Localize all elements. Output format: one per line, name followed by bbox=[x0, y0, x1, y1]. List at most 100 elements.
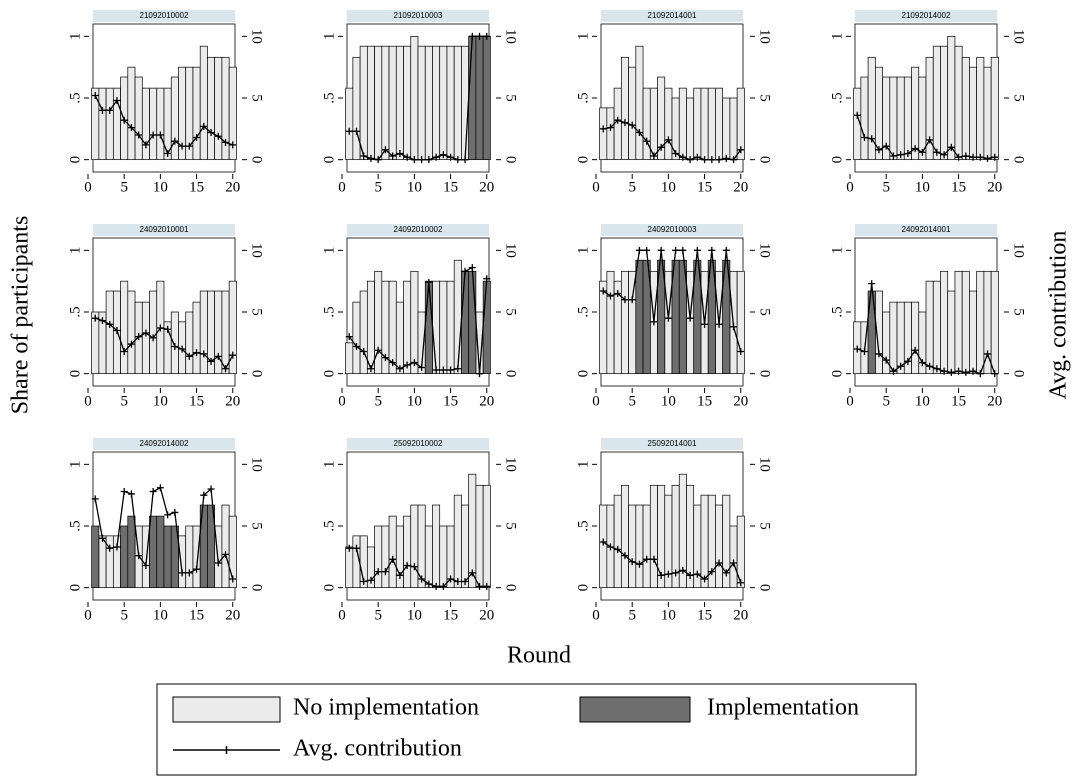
contribution-marker bbox=[868, 280, 876, 288]
contribution-marker bbox=[657, 246, 665, 254]
bar bbox=[860, 76, 869, 161]
contribution-marker bbox=[947, 143, 955, 151]
panel-strip bbox=[93, 10, 235, 22]
contribution-marker bbox=[149, 334, 157, 342]
contribution-marker bbox=[214, 132, 222, 140]
contribution-marker bbox=[200, 122, 208, 130]
legend-label: No implementation bbox=[293, 695, 479, 721]
bar bbox=[664, 87, 673, 161]
bar bbox=[105, 535, 114, 589]
contribution-marker bbox=[621, 296, 629, 304]
bar bbox=[700, 494, 709, 589]
bar bbox=[381, 525, 390, 589]
y-tick-label: 0 bbox=[67, 156, 83, 164]
bar bbox=[352, 301, 361, 375]
bar bbox=[345, 546, 354, 589]
contribution-marker bbox=[599, 287, 607, 295]
contribution-marker bbox=[650, 318, 658, 326]
bar bbox=[606, 107, 615, 161]
bar bbox=[635, 259, 644, 375]
bar bbox=[642, 87, 651, 161]
y-tick-label: 1 bbox=[67, 461, 83, 469]
contribution-marker bbox=[345, 127, 353, 135]
bar bbox=[185, 311, 194, 375]
contribution-marker bbox=[149, 487, 157, 495]
panel-strip bbox=[855, 10, 997, 22]
x-tick-label: 5 bbox=[374, 393, 382, 409]
y-tick-label: .5 bbox=[321, 306, 337, 317]
y-tick-label: 1 bbox=[321, 461, 337, 469]
x-tick-label: 5 bbox=[628, 179, 636, 195]
contribution-marker bbox=[432, 153, 440, 161]
bar bbox=[606, 270, 615, 375]
y-tick-label: 0 bbox=[829, 156, 845, 164]
y2-tick-label: 5 bbox=[1011, 308, 1027, 316]
contribution-marker bbox=[911, 346, 919, 354]
contribution-marker bbox=[200, 350, 208, 358]
bar bbox=[141, 87, 150, 161]
bar bbox=[410, 270, 419, 375]
panel-title: 24092014001 bbox=[902, 225, 951, 234]
contribution-marker bbox=[135, 131, 143, 139]
bar bbox=[599, 280, 608, 375]
bar bbox=[170, 76, 179, 161]
bar bbox=[635, 504, 644, 589]
contribution-marker bbox=[976, 153, 984, 161]
contribution-marker bbox=[352, 544, 360, 552]
contribution-marker bbox=[156, 131, 164, 139]
contribution-marker bbox=[214, 559, 222, 567]
bar bbox=[453, 259, 462, 375]
contribution-marker bbox=[904, 150, 912, 157]
x-tick-label: 15 bbox=[189, 607, 204, 623]
bar bbox=[207, 56, 216, 161]
contribution-marker bbox=[193, 133, 201, 141]
contribution-marker bbox=[715, 559, 723, 567]
bar bbox=[628, 504, 637, 589]
contribution-marker bbox=[381, 146, 389, 154]
contribution-marker bbox=[222, 365, 230, 373]
contribution-marker bbox=[918, 148, 926, 156]
bar bbox=[424, 280, 433, 375]
bar bbox=[446, 45, 455, 161]
x-tick-label: 10 bbox=[661, 607, 676, 623]
contribution-marker bbox=[410, 359, 418, 367]
contribution-marker bbox=[853, 345, 861, 353]
bar bbox=[410, 504, 419, 589]
contribution-marker bbox=[127, 124, 135, 132]
contribution-marker bbox=[708, 156, 716, 164]
contribution-marker bbox=[418, 575, 426, 583]
contribution-marker bbox=[933, 148, 941, 156]
contribution-marker bbox=[686, 314, 694, 322]
contribution-marker bbox=[113, 96, 121, 104]
panel-strip bbox=[601, 10, 743, 22]
contribution-marker bbox=[222, 550, 230, 558]
x-tick-label: 20 bbox=[987, 393, 1002, 409]
contribution-marker bbox=[91, 495, 99, 503]
x-tick-label: 0 bbox=[338, 179, 346, 195]
contribution-marker bbox=[860, 133, 868, 141]
x-tick-label: 10 bbox=[153, 179, 168, 195]
contribution-marker bbox=[447, 153, 455, 161]
contribution-marker bbox=[98, 534, 106, 542]
bar bbox=[228, 66, 237, 161]
bar bbox=[453, 45, 462, 161]
y-tick-label: .5 bbox=[321, 92, 337, 103]
contribution-marker bbox=[679, 153, 687, 161]
panel-strip bbox=[93, 438, 235, 450]
y2-tick-label: 5 bbox=[757, 308, 773, 316]
contribution-marker bbox=[955, 153, 963, 161]
bar bbox=[163, 525, 172, 589]
contribution-marker bbox=[367, 576, 375, 584]
bar bbox=[925, 280, 934, 375]
bar bbox=[657, 259, 666, 375]
contribution-marker bbox=[650, 152, 658, 160]
contribution-marker bbox=[454, 578, 462, 585]
bar bbox=[432, 280, 441, 375]
contribution-marker bbox=[127, 340, 135, 348]
contribution-line bbox=[348, 266, 488, 374]
panel-strip bbox=[93, 224, 235, 236]
x-tick-label: 20 bbox=[733, 179, 748, 195]
bar bbox=[620, 484, 629, 589]
contribution-marker bbox=[606, 543, 614, 551]
contribution-marker bbox=[715, 156, 723, 164]
